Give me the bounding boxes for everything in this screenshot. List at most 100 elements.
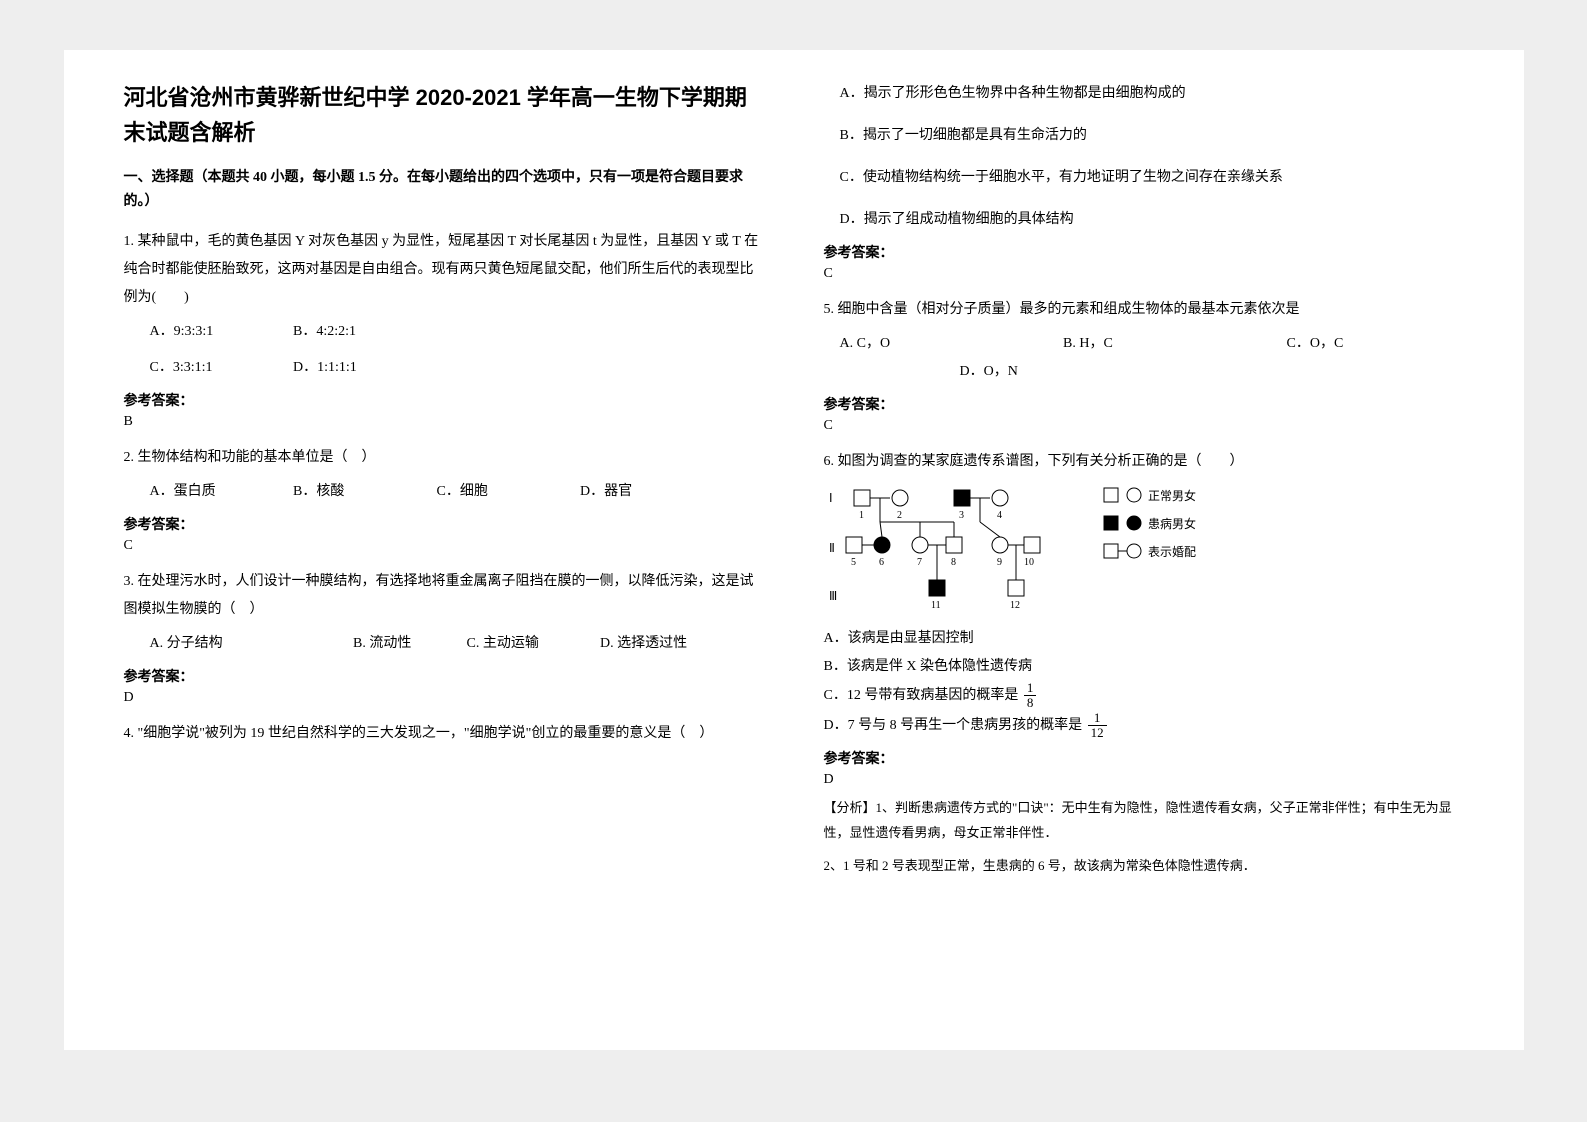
legend-affected: 患病男女: [1148, 516, 1196, 531]
node-9-circle-icon: [992, 537, 1008, 553]
frac-num-2: 1: [1088, 711, 1107, 726]
num-10: 10: [1024, 557, 1034, 568]
q6-analysis-2: 2、1 号和 2 号表现型正常，生患病的 6 号，故该病为常染色体隐性遗传病．: [824, 854, 1464, 879]
q1-answer-label: 参考答案：: [124, 390, 764, 410]
num-9: 9: [997, 557, 1002, 568]
q2-opt-c: C．细胞: [437, 478, 577, 506]
q6-opt-c: C．12 号带有致病基因的概率是 1 8: [824, 681, 1464, 711]
q4-opt-a: A．揭示了形形色色生物界中各种生物都是由细胞构成的: [840, 80, 1464, 108]
q6-opt-a: A．该病是由显基因控制: [824, 625, 1464, 653]
q6-answer-label: 参考答案：: [824, 748, 1464, 768]
q5-opt-b: B. H，C: [1063, 330, 1283, 358]
node-4-circle-icon: [992, 490, 1008, 506]
q1-opt-b: B．4:2:2:1: [293, 318, 433, 346]
q6-opt-c-text: C．12 号带有致病基因的概率是: [824, 688, 1019, 703]
q2-stem: 2. 生物体结构和功能的基本单位是（ ）: [124, 444, 764, 472]
node-10-square-icon: [1024, 537, 1040, 553]
q2-opt-a: A．蛋白质: [150, 478, 290, 506]
q5-opt-d: D．O，N: [960, 364, 1018, 379]
q3-answer: D: [124, 690, 764, 706]
node-3-square-icon: [954, 490, 970, 506]
q1-answer: B: [124, 414, 764, 430]
pedigree-diagram: Ⅰ Ⅱ Ⅲ 1 2 3 4: [824, 482, 1464, 617]
page: 河北省沧州市黄骅新世纪中学 2020-2021 学年高一生物下学期期末试题含解析…: [64, 50, 1524, 1050]
frac-num: 1: [1024, 681, 1037, 696]
node-2-circle-icon: [892, 490, 908, 506]
node-6-circle-icon: [874, 537, 890, 553]
q2-answer: C: [124, 538, 764, 554]
num-12: 12: [1010, 600, 1020, 611]
num-8: 8: [951, 557, 956, 568]
q1-opt-a: A．9:3:3:1: [150, 318, 290, 346]
q6-answer: D: [824, 772, 1464, 788]
q6-opt-b: B．该病是伴 X 染色体隐性遗传病: [824, 653, 1464, 681]
q4-answer-label: 参考答案：: [824, 242, 1464, 262]
q5-opt-a: A. C，O: [840, 330, 1060, 358]
right-column: A．揭示了形形色色生物界中各种生物都是由细胞构成的 B．揭示了一切细胞都是具有生…: [824, 80, 1464, 878]
legend-square-icon: [1104, 488, 1118, 502]
frac-den: 8: [1024, 696, 1037, 710]
q4-opt-b: B．揭示了一切细胞都是具有生命活力的: [840, 122, 1464, 150]
legend-circle-icon: [1127, 488, 1141, 502]
legend-m-circle-icon: [1127, 544, 1141, 558]
section-header: 一、选择题（本题共 40 小题，每小题 1.5 分。在每小题给出的四个选项中，只…: [124, 166, 764, 214]
analysis-label: 【分析】: [824, 800, 876, 815]
node-5-square-icon: [846, 537, 862, 553]
legend-marriage: 表示婚配: [1148, 545, 1196, 559]
q4-opt-c: C．使动植物结构统一于细胞水平，有力地证明了生物之间存在亲缘关系: [840, 164, 1464, 192]
q4-answer: C: [824, 266, 1464, 282]
node-12-square-icon: [1008, 580, 1024, 596]
q3-stem: 3. 在处理污水时，人们设计一种膜结构，有选择地将重金属离子阻挡在膜的一侧，以降…: [124, 568, 764, 624]
q6-analysis: 【分析】1、判断患病遗传方式的"口诀"：无中生有为隐性，隐性遗传看女病，父子正常…: [824, 796, 1464, 845]
num-6: 6: [879, 557, 884, 568]
q1-opt-d: D．1:1:1:1: [293, 354, 433, 382]
q4-opt-d: D．揭示了组成动植物细胞的具体结构: [840, 206, 1464, 234]
q2-options: A．蛋白质 B．核酸 C．细胞 D．器官: [150, 478, 764, 506]
num-7: 7: [917, 557, 922, 568]
num-11: 11: [931, 600, 941, 611]
q1-options-row2: C．3:3:1:1 D．1:1:1:1: [150, 354, 764, 382]
q6-stem: 6. 如图为调查的某家庭遗传系谱图，下列有关分析正确的是（ ）: [824, 448, 1464, 476]
fraction-1-12: 1 12: [1088, 711, 1107, 741]
q5-stem: 5. 细胞中含量（相对分子质量）最多的元素和组成生物体的最基本元素依次是: [824, 296, 1464, 324]
q1-stem: 1. 某种鼠中，毛的黄色基因 Y 对灰色基因 y 为显性，短尾基因 T 对长尾基…: [124, 228, 764, 312]
q3-opt-c: C. 主动运输: [467, 630, 597, 658]
two-column-layout: 河北省沧州市黄骅新世纪中学 2020-2021 学年高一生物下学期期末试题含解析…: [124, 80, 1464, 878]
num-1: 1: [859, 510, 864, 521]
node-1-square-icon: [854, 490, 870, 506]
q6-opt-d-text: D．7 号与 8 号再生一个患病男孩的概率是: [824, 718, 1083, 733]
legend-m-square-icon: [1104, 544, 1118, 558]
frac-den-2: 12: [1088, 726, 1107, 740]
legend-normal: 正常男女: [1148, 488, 1196, 503]
gen2-label: Ⅱ: [829, 541, 835, 555]
q5-answer: C: [824, 418, 1464, 434]
q2-opt-d: D．器官: [580, 478, 720, 506]
num-2: 2: [897, 510, 902, 521]
num-4: 4: [997, 510, 1002, 521]
q5-options: A. C，O B. H，C C．O，C D．O，N: [840, 330, 1464, 386]
q4-stem: 4. "细胞学说"被列为 19 世纪自然科学的三大发现之一，"细胞学说"创立的最…: [124, 720, 764, 748]
gen1-label: Ⅰ: [829, 491, 833, 505]
q2-opt-b: B．核酸: [293, 478, 433, 506]
fraction-1-8: 1 8: [1024, 681, 1037, 711]
q6-opt-d: D．7 号与 8 号再生一个患病男孩的概率是 1 12: [824, 711, 1464, 741]
q1-options-row1: A．9:3:3:1 B．4:2:2:1: [150, 318, 764, 346]
q2-answer-label: 参考答案：: [124, 514, 764, 534]
left-column: 河北省沧州市黄骅新世纪中学 2020-2021 学年高一生物下学期期末试题含解析…: [124, 80, 764, 878]
q1-opt-c: C．3:3:1:1: [150, 354, 290, 382]
q3-answer-label: 参考答案：: [124, 666, 764, 686]
legend-circle-filled-icon: [1127, 516, 1141, 530]
node-7-circle-icon: [912, 537, 928, 553]
q5-opt-c: C．O，C: [1287, 336, 1344, 351]
pedigree-svg: Ⅰ Ⅱ Ⅲ 1 2 3 4: [824, 482, 1264, 612]
node-11-square-icon: [929, 580, 945, 596]
legend-square-filled-icon: [1104, 516, 1118, 530]
analysis-1: 1、判断患病遗传方式的"口诀"：无中生有为隐性，隐性遗传看女病，父子正常非伴性；…: [824, 800, 1452, 840]
q5-answer-label: 参考答案：: [824, 394, 1464, 414]
num-3: 3: [959, 510, 964, 521]
q3-opt-d: D. 选择透过性: [600, 636, 687, 651]
q3-opt-b: B. 流动性: [353, 630, 463, 658]
num-5: 5: [851, 557, 856, 568]
doc-title: 河北省沧州市黄骅新世纪中学 2020-2021 学年高一生物下学期期末试题含解析: [124, 80, 764, 150]
q3-opt-a: A. 分子结构: [150, 630, 350, 658]
